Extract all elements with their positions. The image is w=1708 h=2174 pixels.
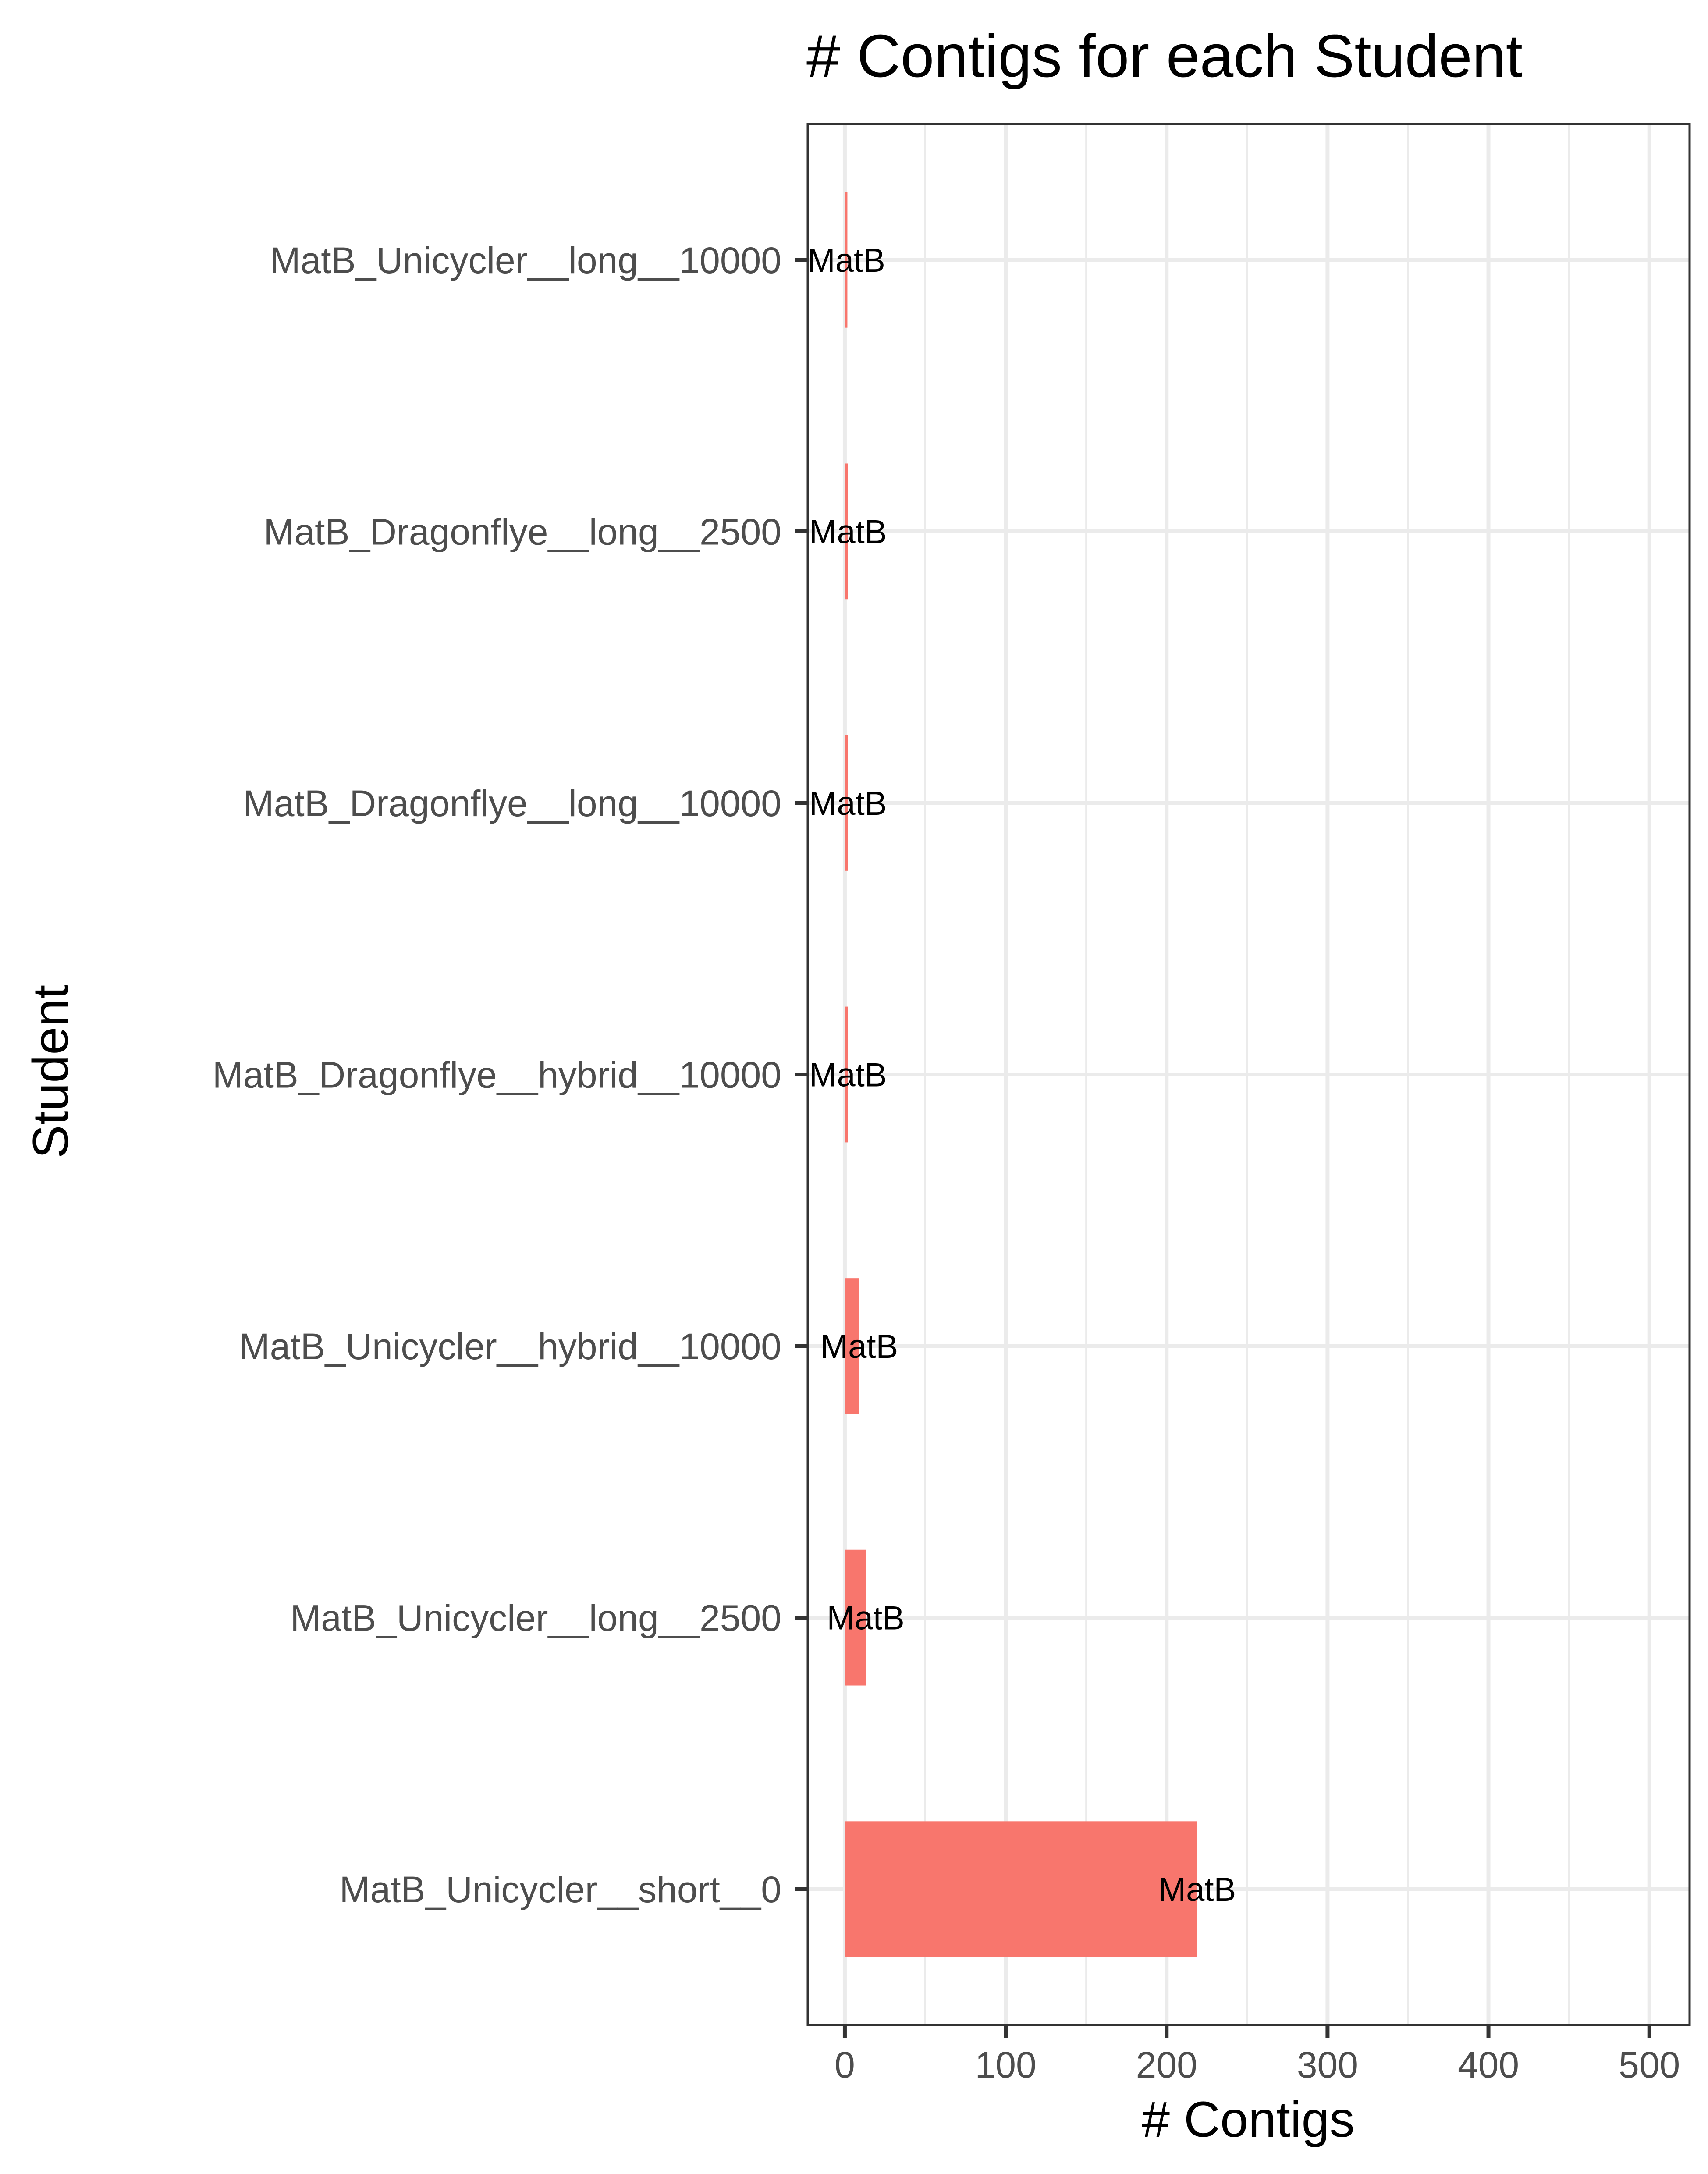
bar (845, 1549, 866, 1686)
x-axis-title: # Contigs (1142, 2092, 1355, 2148)
x-tick-label: 300 (1297, 2044, 1358, 2085)
data-label: MatB (820, 1328, 898, 1365)
y-tick-label: MatB_Unicycler__hybrid__10000 (239, 1326, 781, 1367)
x-tick-label: 0 (834, 2044, 855, 2085)
y-tick-label: MatB_Unicycler__long__10000 (270, 240, 781, 281)
bar (845, 463, 848, 600)
x-tick-label: 400 (1458, 2044, 1519, 2085)
data-label: MatB (1158, 1871, 1236, 1908)
data-label: MatB (827, 1600, 904, 1637)
bar (845, 1006, 848, 1143)
x-tick-label: 500 (1619, 2044, 1680, 2085)
y-tick-label: MatB_Unicycler__long__2500 (290, 1598, 781, 1639)
data-label: MatB (809, 513, 887, 551)
y-tick-label: MatB_Dragonflye__long__2500 (263, 511, 781, 552)
y-tick-label: MatB_Unicycler__short__0 (340, 1869, 782, 1910)
data-label: MatB (809, 785, 887, 822)
bar (845, 1278, 859, 1414)
data-label: MatB (807, 242, 885, 279)
bar (845, 1821, 1197, 1957)
y-tick-label: MatB_Dragonflye__long__10000 (243, 783, 781, 824)
plot-area: MatB MatB MatB MatB MatB MatB MatB MatB_Unicycl… (213, 123, 1691, 2085)
x-tick-label: 200 (1136, 2044, 1197, 2085)
y-axis-title: Student (23, 985, 79, 1158)
bar (845, 192, 848, 328)
bar (845, 735, 848, 871)
data-label: MatB (809, 1057, 887, 1094)
x-tick-label: 100 (975, 2044, 1037, 2085)
y-tick-label: MatB_Dragonflye__hybrid__10000 (213, 1055, 781, 1096)
chart-title: # Contigs for each Student (806, 22, 1523, 90)
